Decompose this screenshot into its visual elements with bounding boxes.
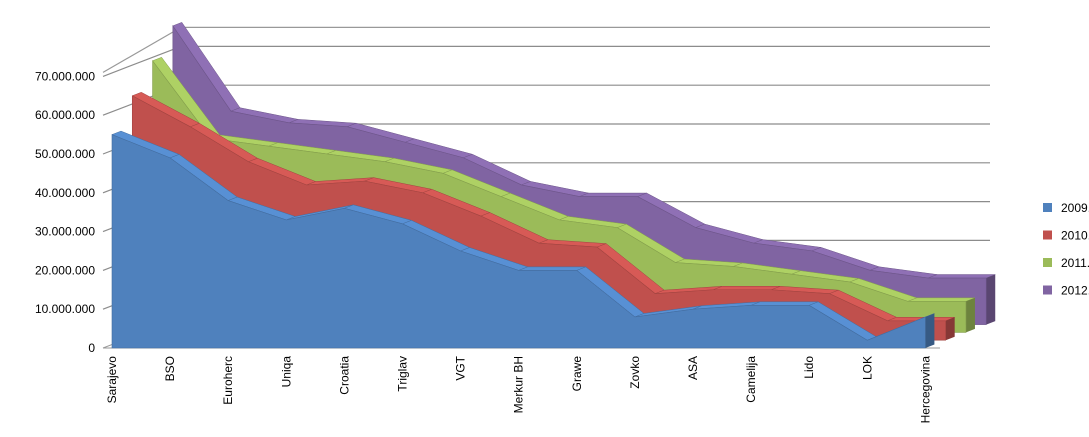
- x-tick-label: Sarajevo: [105, 356, 119, 404]
- x-tick-label: Euroherc: [221, 356, 235, 405]
- x-tick-label: Triglav: [396, 356, 410, 392]
- legend-label: 2012.: [1061, 284, 1089, 298]
- legend-label: 2010.: [1061, 229, 1089, 243]
- x-axis: Sarajevo BSO Euroherc Uniqa Croatia Triglav VG…: [105, 355, 932, 423]
- x-tick-label: VGT: [454, 355, 468, 380]
- x-tick-label: Lido: [802, 356, 816, 379]
- area-top-face: [751, 301, 819, 306]
- y-tick-label: 70.000.000: [35, 69, 95, 83]
- area-top-face: [713, 286, 781, 291]
- legend-swatch: [1043, 285, 1052, 295]
- legend-label: 2011.: [1061, 256, 1089, 270]
- area-end-cap: [945, 317, 955, 341]
- x-tick-label: Zovko: [628, 356, 642, 389]
- area-end-cap: [986, 274, 996, 325]
- x-tick-label: Grawe: [570, 356, 584, 392]
- y-axis: 0 10.000.000 20.000.000 30.000.000 40.000.00…: [35, 69, 95, 355]
- side-wall-top-edge: [102, 26, 182, 73]
- area-top-face: [579, 192, 647, 197]
- area-top-face: [518, 266, 586, 271]
- series-2009.: [111, 130, 935, 349]
- legend-swatch: [1043, 258, 1052, 267]
- legend-label: 2009.: [1061, 201, 1089, 215]
- x-tick-label: BSO: [163, 356, 177, 381]
- y-tick-label: 40.000.000: [35, 186, 95, 200]
- y-tick-label: 0: [88, 341, 95, 355]
- x-tick-label: Hercegovina: [918, 356, 932, 424]
- area-end-cap: [925, 313, 935, 348]
- y-tick-label: 50.000.000: [35, 147, 95, 161]
- y-tick-label: 20.000.000: [35, 263, 95, 277]
- legend-swatch: [1043, 230, 1052, 240]
- area-end-cap: [965, 297, 975, 333]
- y-tick-label: 10.000.000: [35, 302, 95, 316]
- x-tick-label: Uniqa: [279, 356, 293, 388]
- legend-swatch: [1043, 203, 1052, 212]
- legend: 2009. 2010. 2011. 2012.: [1043, 201, 1089, 298]
- y-tick-label: 60.000.000: [35, 108, 95, 122]
- x-tick-label: Camelija: [744, 356, 758, 403]
- area-front-face: [111, 134, 926, 349]
- x-tick-label: LOK: [860, 356, 874, 380]
- x-tick-label: Croatia: [337, 356, 351, 395]
- x-tick-label: ASA: [686, 356, 700, 380]
- x-tick-label: Merkur BH: [512, 356, 526, 413]
- area-top-face: [907, 297, 976, 302]
- area-top-face: [928, 274, 996, 279]
- gridline-side: [102, 45, 182, 77]
- series-layer: [111, 22, 996, 349]
- y-tick-label: 30.000.000: [35, 225, 95, 239]
